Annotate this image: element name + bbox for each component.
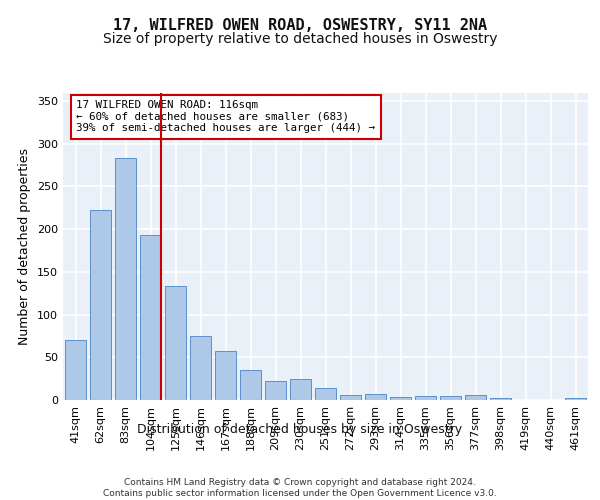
Bar [215, 352, 236, 400]
Text: Distribution of detached houses by size in Oswestry: Distribution of detached houses by size … [137, 422, 463, 436]
Bar [490, 398, 511, 400]
Text: 17 WILFRED OWEN ROAD: 116sqm
← 60% of detached houses are smaller (683)
39% of s: 17 WILFRED OWEN ROAD: 116sqm ← 60% of de… [76, 100, 375, 134]
Bar [65, 340, 86, 400]
Bar [240, 370, 261, 400]
Bar [365, 394, 386, 400]
Bar [390, 398, 411, 400]
Bar [440, 396, 461, 400]
Bar [140, 235, 161, 400]
Bar [465, 395, 486, 400]
Bar [115, 158, 136, 400]
Bar [340, 395, 361, 400]
Text: Size of property relative to detached houses in Oswestry: Size of property relative to detached ho… [103, 32, 497, 46]
Bar [190, 336, 211, 400]
Bar [90, 210, 111, 400]
Bar [290, 378, 311, 400]
Bar [165, 286, 186, 400]
Text: Contains HM Land Registry data © Crown copyright and database right 2024.
Contai: Contains HM Land Registry data © Crown c… [103, 478, 497, 498]
Text: 17, WILFRED OWEN ROAD, OSWESTRY, SY11 2NA: 17, WILFRED OWEN ROAD, OSWESTRY, SY11 2N… [113, 18, 487, 32]
Y-axis label: Number of detached properties: Number of detached properties [19, 148, 31, 345]
Bar [415, 396, 436, 400]
Bar [565, 398, 586, 400]
Bar [315, 388, 336, 400]
Bar [265, 381, 286, 400]
